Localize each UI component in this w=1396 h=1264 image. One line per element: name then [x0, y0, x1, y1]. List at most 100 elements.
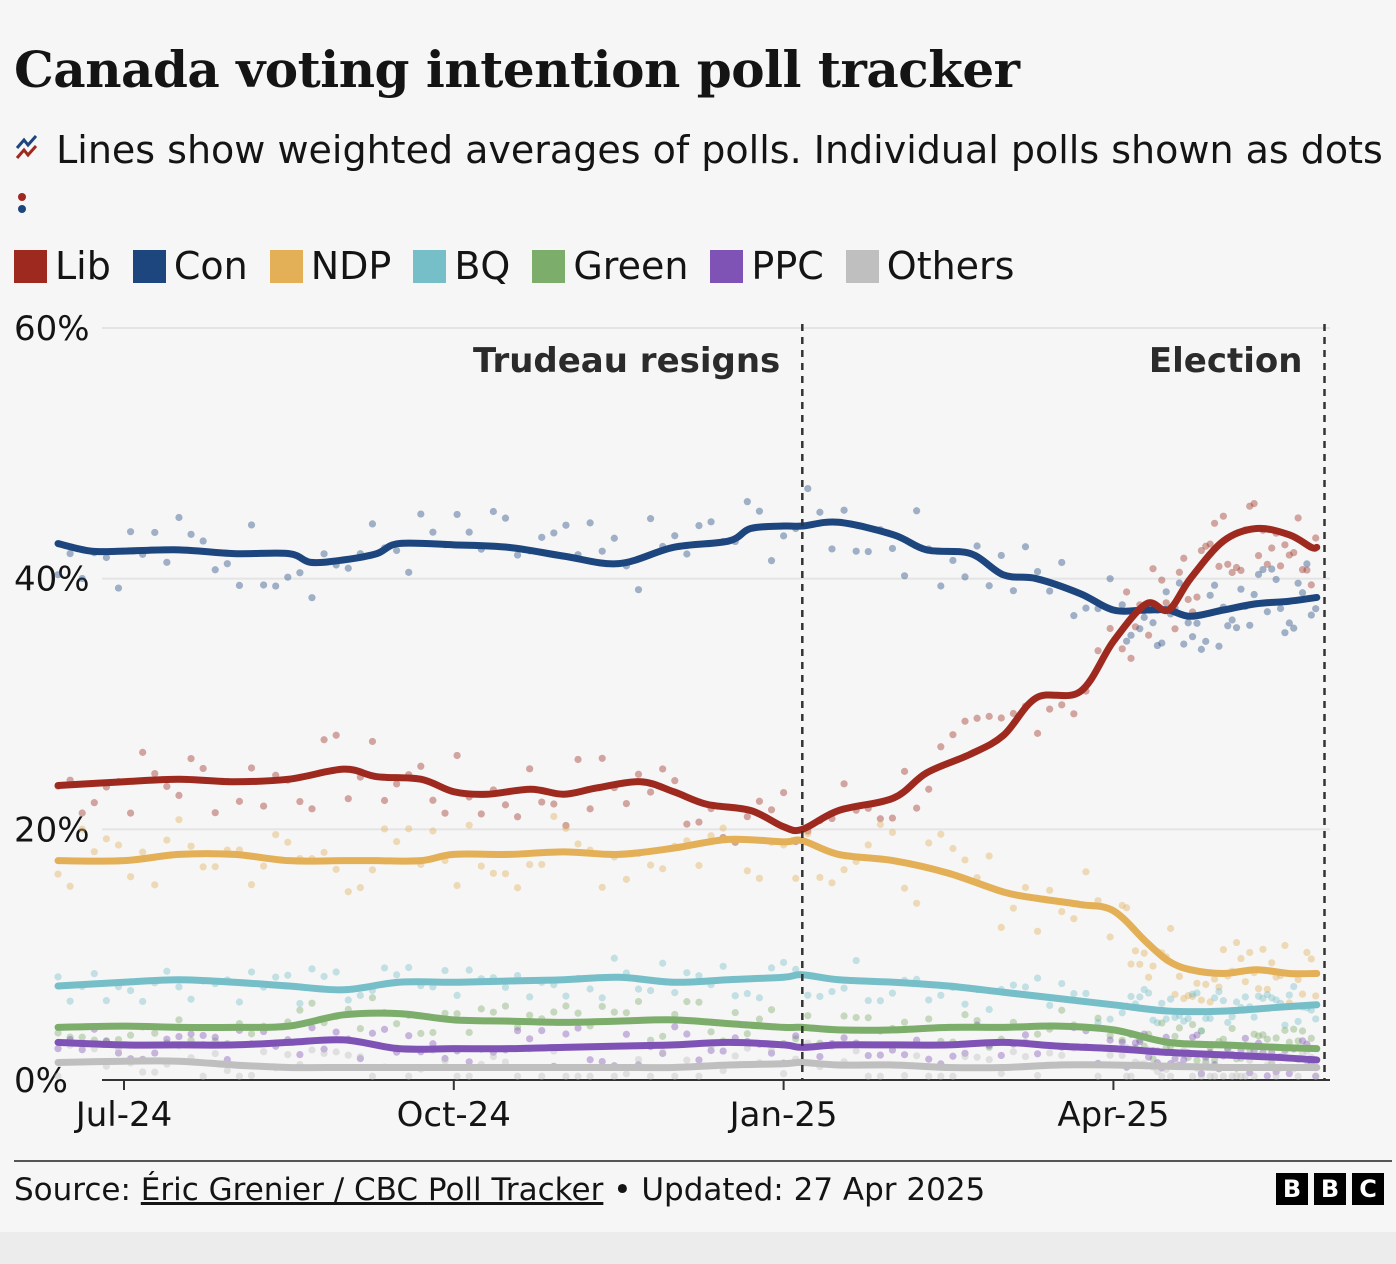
poll-dot: [175, 1016, 183, 1024]
poll-dot: [1106, 1051, 1114, 1059]
footer-divider: [14, 1160, 1392, 1162]
x-tick-label: Jan-25: [728, 1095, 838, 1135]
poll-dot: [997, 714, 1005, 722]
poll-dot: [792, 1032, 800, 1040]
legend-label: Lib: [55, 244, 111, 288]
poll-dot: [562, 1072, 570, 1080]
poll-dot: [477, 810, 485, 818]
poll-dot: [1228, 1072, 1236, 1080]
poll-dot: [1009, 904, 1017, 912]
poll-dot: [1193, 1031, 1201, 1039]
poll-dot: [332, 1048, 340, 1056]
poll-dot: [126, 873, 135, 881]
poll-dot: [1033, 1030, 1042, 1038]
poll-dot: [743, 498, 751, 506]
poll-dot: [659, 865, 667, 873]
poll-dot: [1118, 1009, 1126, 1017]
poll-dot: [900, 1018, 909, 1026]
poll-dot: [211, 863, 219, 871]
poll-dot: [780, 1070, 788, 1078]
poll-dot: [78, 1033, 86, 1041]
poll-dot: [586, 1056, 594, 1064]
poll-dot: [864, 841, 872, 849]
poll-dot: [332, 865, 340, 873]
poll-dot: [1206, 998, 1214, 1006]
poll-dot: [1263, 560, 1271, 568]
legend-label: Con: [173, 244, 248, 288]
series-line-lib: [54, 524, 1321, 835]
poll-dot: [453, 751, 461, 760]
poll-dot: [876, 815, 884, 823]
poll-dot: [1246, 948, 1254, 957]
poll-dot: [296, 1051, 304, 1059]
poll-dot: [102, 553, 110, 562]
poll-dot: [816, 992, 824, 1001]
poll-dot: [1197, 1027, 1205, 1035]
bbc-logo-letter: B: [1276, 1173, 1308, 1205]
poll-dot: [1206, 1014, 1214, 1023]
poll-dot: [465, 1028, 473, 1037]
poll-dot: [477, 862, 485, 870]
poll-dot: [501, 801, 510, 809]
poll-dot: [671, 1023, 679, 1031]
poll-dot: [888, 828, 897, 836]
poll-dot: [1188, 1033, 1197, 1041]
poll-dot: [78, 574, 86, 583]
poll-dot: [1228, 1013, 1236, 1021]
poll-dot: [707, 1046, 715, 1055]
legend-label: BQ: [454, 244, 511, 288]
poll-dot: [1210, 975, 1219, 983]
poll-dot: [1171, 990, 1179, 999]
poll-dot: [755, 797, 764, 805]
poll-dot: [1127, 631, 1135, 639]
poll-dot: [925, 996, 933, 1004]
poll-dot: [985, 1005, 993, 1014]
poll-dot: [1070, 915, 1078, 923]
poll-dot: [767, 1049, 776, 1057]
poll-dot: [864, 1051, 872, 1060]
legend-item-bq: BQ: [413, 244, 510, 288]
poll-dot: [453, 991, 461, 999]
poll-dot: [126, 987, 135, 995]
poll-dot: [501, 1058, 510, 1066]
poll-dot: [840, 984, 848, 992]
poll-dot: [840, 866, 848, 874]
poll-dot: [1184, 1015, 1192, 1023]
subtitle-text: Lines show weighted averages of polls. I…: [56, 128, 1383, 172]
poll-dot: [1149, 565, 1157, 573]
poll-dot: [731, 1052, 739, 1060]
poll-dot: [211, 809, 219, 817]
poll-dot: [1268, 544, 1276, 552]
poll-dot: [1127, 960, 1135, 968]
poll-dot: [767, 557, 776, 565]
poll-dot: [1197, 1070, 1205, 1078]
poll-dot: [1219, 1035, 1227, 1043]
poll-dot: [598, 883, 606, 891]
poll-dot: [429, 827, 437, 835]
poll-dot: [1106, 575, 1114, 583]
poll-dot: [417, 1029, 425, 1038]
poll-dot: [344, 1051, 352, 1059]
poll-dot: [1193, 979, 1201, 987]
poll-dot: [489, 869, 497, 877]
poll-dot: [368, 1072, 377, 1080]
source-link[interactable]: Éric Grenier / CBC Poll Tracker: [140, 1172, 604, 1208]
poll-dot: [1171, 1055, 1179, 1063]
poll-dot: [961, 717, 969, 725]
poll-dot: [187, 842, 195, 850]
poll-dot: [1215, 562, 1223, 570]
poll-dot: [1202, 1057, 1210, 1066]
poll-dot: [1149, 962, 1157, 970]
poll-dot: [477, 1005, 485, 1013]
poll-dot: [211, 1049, 219, 1058]
poll-dot: [489, 1008, 497, 1016]
poll-dot: [1312, 1072, 1320, 1080]
poll-dot: [526, 1011, 534, 1019]
poll-dot: [925, 1072, 933, 1080]
poll-dot: [126, 1031, 135, 1039]
poll-dot: [985, 712, 993, 720]
poll-dot: [1237, 1072, 1245, 1080]
poll-dot: [1268, 565, 1276, 573]
poll-dot: [562, 992, 570, 1000]
poll-dot: [538, 798, 546, 806]
